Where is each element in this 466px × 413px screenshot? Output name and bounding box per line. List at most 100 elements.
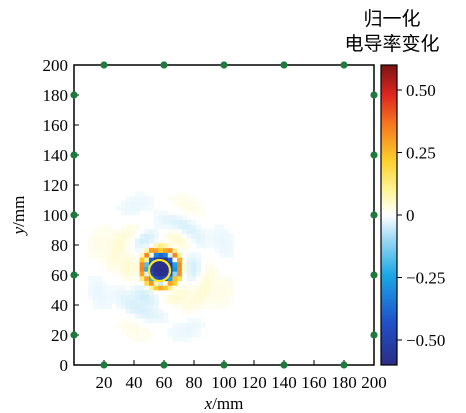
heatmap-cell xyxy=(153,238,159,244)
heatmap-cell xyxy=(167,233,173,239)
heatmap-cell xyxy=(139,261,145,267)
heatmap-cell xyxy=(219,252,225,258)
heatmap-cell xyxy=(144,327,150,333)
heatmap-cell xyxy=(149,271,155,277)
heatmap-cell xyxy=(167,247,173,253)
plot-frame xyxy=(73,64,375,366)
heatmap-cell xyxy=(149,304,155,310)
y-tick-label: 120 xyxy=(43,176,69,195)
heatmap-cell xyxy=(167,238,173,244)
heatmap-cell xyxy=(181,200,187,207)
heatmap-cell xyxy=(228,233,234,239)
y-tick-label: 60 xyxy=(51,266,68,285)
heatmap-cell xyxy=(139,205,145,211)
heatmap-cell xyxy=(191,200,197,207)
heatmap-cell xyxy=(186,308,192,314)
heatmap-cell xyxy=(181,266,187,272)
heatmap-cell xyxy=(200,304,206,310)
heatmap-cell xyxy=(177,290,183,296)
heatmap-cell xyxy=(181,205,187,211)
heatmap-cell xyxy=(120,318,126,324)
heatmap-cell xyxy=(134,271,141,277)
heatmap-cell xyxy=(120,229,126,235)
heatmap-cell xyxy=(167,327,173,333)
heatmap-cell xyxy=(228,238,234,244)
heatmap-cell xyxy=(125,224,131,230)
heatmap-cell xyxy=(125,247,131,253)
heatmap-cell xyxy=(153,247,159,253)
heatmap-cell xyxy=(134,257,141,263)
x-tick-label: 180 xyxy=(331,373,357,392)
heatmap-cell xyxy=(88,238,94,244)
heatmap-cell xyxy=(224,280,230,286)
heatmap-cell xyxy=(144,243,150,249)
heatmap-cell xyxy=(167,219,173,225)
heatmap-cell xyxy=(125,196,131,202)
colorbar-tick-label: 0.50 xyxy=(406,81,436,100)
heatmap-cell xyxy=(186,257,192,263)
heatmap-cell xyxy=(195,229,201,235)
heatmap-cell xyxy=(102,261,108,267)
heatmap-cell xyxy=(134,247,141,253)
heatmap-cell xyxy=(116,304,122,310)
heatmap-cell xyxy=(191,219,197,225)
heatmap-cell xyxy=(102,280,108,286)
heatmap-cell xyxy=(102,294,108,300)
heatmap-cell xyxy=(172,336,178,342)
heatmap-cell xyxy=(144,271,150,277)
heatmap-cell xyxy=(92,299,98,305)
heatmap-cell xyxy=(209,304,216,310)
heatmap-cell xyxy=(125,308,131,314)
heatmap-cell xyxy=(120,200,126,207)
heatmap-cell xyxy=(139,332,145,338)
heatmap-cell xyxy=(153,304,159,310)
heatmap-cell xyxy=(181,238,187,244)
heatmap-cell xyxy=(228,280,234,286)
heatmap-cell xyxy=(125,304,131,310)
heatmap-cell xyxy=(172,196,178,202)
heatmap-cell xyxy=(125,261,131,267)
heatmap-cell xyxy=(163,294,169,300)
heatmap-cell xyxy=(167,257,173,263)
heatmap-cell xyxy=(172,294,178,300)
heatmap-cell xyxy=(219,285,225,291)
heatmap-cell xyxy=(116,290,122,296)
heatmap-cell xyxy=(125,322,131,328)
heatmap-cell xyxy=(149,290,155,296)
heatmap-cell xyxy=(177,200,183,207)
y-tick-label: 200 xyxy=(43,56,69,75)
heatmap-cell xyxy=(195,322,201,328)
heatmap-cell xyxy=(209,243,216,249)
heatmap-cell xyxy=(191,205,197,211)
heatmap-cell xyxy=(134,285,141,291)
heatmap-cell xyxy=(153,294,159,300)
heatmap-cell xyxy=(172,304,178,310)
heatmap-cell xyxy=(149,238,155,244)
heatmap-cell xyxy=(120,205,126,211)
electrode-dot xyxy=(100,361,108,369)
heatmap-cell xyxy=(214,271,220,277)
electrode-dot xyxy=(340,61,348,69)
heatmap-cell xyxy=(191,257,197,263)
heatmap-cell xyxy=(144,205,150,211)
heatmap-cell xyxy=(172,290,178,296)
heatmap-cell xyxy=(153,318,159,324)
heatmap-cell xyxy=(205,280,211,286)
heatmap-cell xyxy=(172,200,178,207)
heatmap-cell xyxy=(144,238,150,244)
heatmap-cell xyxy=(200,238,206,244)
heatmap-cell xyxy=(106,243,112,249)
heatmap-cell xyxy=(125,294,131,300)
heatmap-cell xyxy=(172,285,178,291)
heatmap-cell xyxy=(214,247,220,253)
x-tick-label: 120 xyxy=(241,373,267,392)
heatmap-cell xyxy=(106,247,112,253)
heatmap-cell xyxy=(139,243,145,249)
heatmap-cell xyxy=(144,261,150,267)
heatmap-cell xyxy=(120,275,126,282)
heatmap-cell xyxy=(125,257,131,263)
heatmap-cell xyxy=(153,275,159,282)
heatmap-cell xyxy=(219,275,225,282)
heatmap-cell xyxy=(158,261,164,267)
heatmap-cell xyxy=(224,285,230,291)
